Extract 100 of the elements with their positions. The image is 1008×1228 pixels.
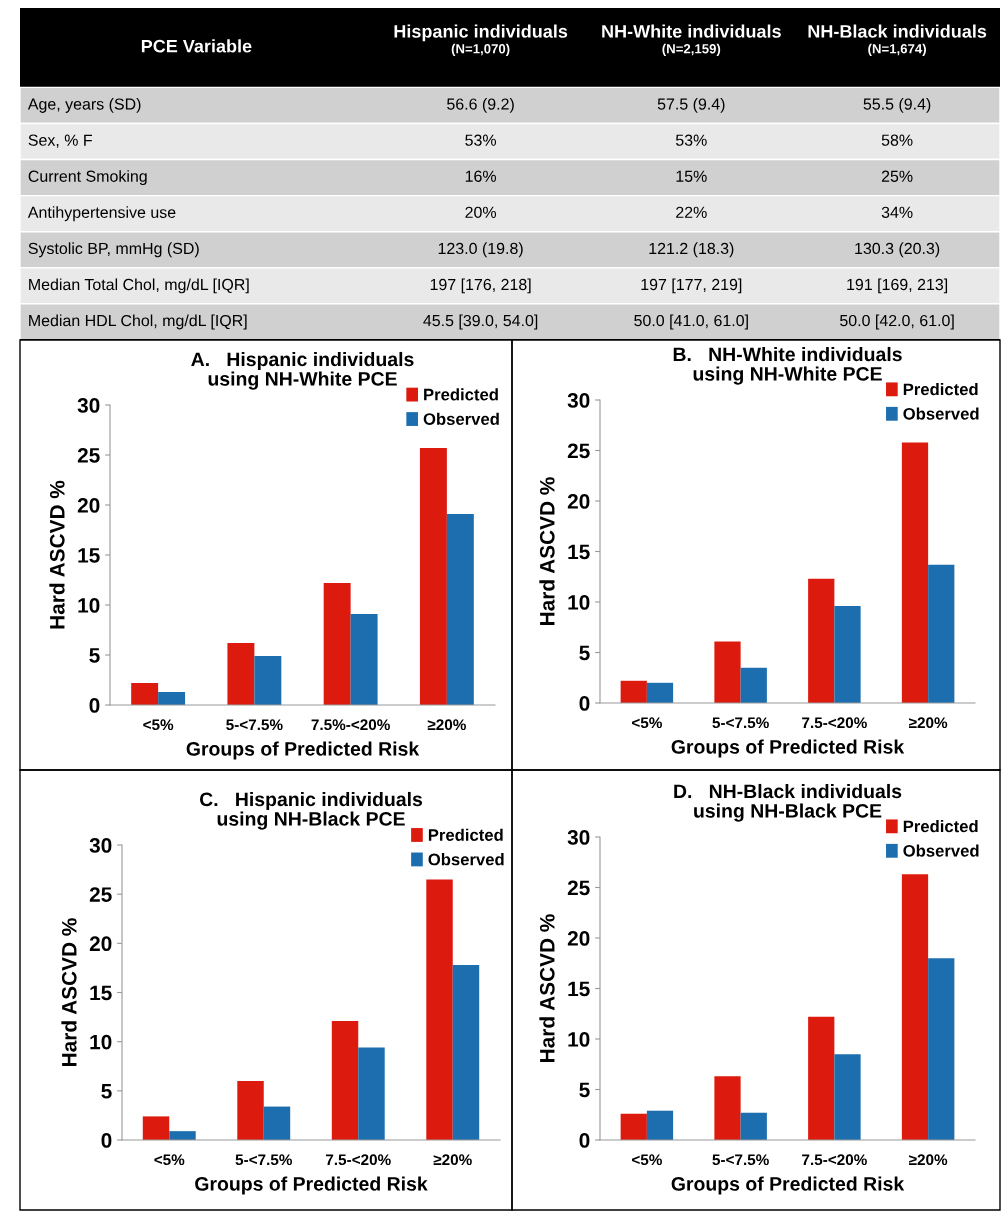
y-tick-label: 0	[89, 698, 100, 713]
x-axis-title: Groups of Predicted Risk	[671, 739, 905, 758]
x-tick-label: <5%	[143, 719, 174, 731]
y-axis-title: Hard ASCVD %	[61, 918, 77, 1066]
y-tick-label: 30	[567, 830, 590, 845]
bar	[808, 1016, 835, 1140]
category-label: Hispanic individuals (N=1,070)	[394, 24, 568, 57]
bar	[928, 564, 955, 703]
bar	[323, 583, 351, 705]
x-tick-label: 7.5-<20%	[325, 1154, 391, 1166]
y-tick-label: 5	[579, 1082, 590, 1098]
x-axis-title: Groups of Predicted Risk	[195, 1176, 428, 1195]
chart-title: D. NH-Black individuals using NH-Black PCE	[674, 783, 902, 822]
bar	[620, 680, 647, 703]
bar	[169, 1131, 196, 1140]
chart-title: B. NH-White individuals using NH-White PCE	[673, 346, 902, 385]
x-axis-title: Groups of Predicted Risk	[186, 741, 420, 760]
bar	[901, 874, 929, 1140]
bar	[254, 656, 282, 705]
text: 45.5 [39.0, 54.0]	[423, 314, 538, 330]
y-tick-label: 0	[579, 1133, 590, 1148]
legend-label: Observed	[428, 853, 504, 866]
bar	[350, 614, 378, 705]
y-tick-label: 0	[101, 1133, 112, 1148]
x-tick-label: 7.5-<20%	[802, 1154, 867, 1166]
y-axis-title: Hard ASCVD %	[49, 480, 65, 629]
category-label: Median Total Chol, mg/dL [IQR]	[29, 278, 249, 294]
bar	[419, 448, 447, 705]
bar	[358, 1047, 385, 1140]
y-tick-label: 20	[567, 931, 590, 946]
category-label: NH-White individuals (N=2,159)	[602, 24, 781, 57]
text: 22%	[676, 206, 707, 218]
chart-title: C. Hispanic individuals using NH-Black PCE	[199, 791, 423, 830]
bar	[714, 1076, 741, 1140]
y-tick-label: 10	[568, 1032, 590, 1047]
x-tick-label: <5%	[632, 1154, 662, 1166]
text: 53%	[465, 134, 497, 146]
text: 197 [177, 219]	[641, 278, 742, 294]
x-tick-label: 5-<7.5%	[712, 1154, 769, 1166]
text: 130.3 (20.3)	[855, 242, 940, 258]
y-axis-title: Hard ASCVD %	[539, 914, 555, 1062]
category-label: Median HDL Chol, mg/dL [IQR]	[29, 314, 247, 330]
legend-label: Predicted	[903, 820, 978, 833]
y-tick-label: 25	[567, 880, 590, 896]
y-tick-label: 20	[77, 498, 100, 513]
x-tick-label: ≥20%	[427, 719, 466, 731]
y-tick-label: 5	[89, 648, 100, 663]
text: PCE Variable	[141, 39, 252, 53]
x-tick-label: 7.5-<20%	[802, 717, 867, 729]
bar	[834, 606, 861, 703]
x-tick-label: 7.5%-<20%	[311, 719, 390, 731]
bar	[901, 442, 929, 703]
y-tick-label: 30	[567, 393, 590, 408]
legend-label: Observed	[903, 407, 979, 420]
bar	[834, 1054, 861, 1140]
y-tick-label: 10	[78, 598, 100, 613]
y-tick-label: 15	[568, 544, 590, 560]
chart-title: A. Hispanic individuals using NH-White PCE	[191, 351, 414, 390]
bar	[158, 692, 186, 705]
text: 191 [169, 213]	[847, 278, 948, 294]
text: 50.0 [41.0, 61.0]	[634, 314, 748, 330]
category-label: Systolic BP, mmHg (SD)	[28, 242, 199, 258]
y-tick-label: 0	[579, 696, 590, 711]
y-tick-label: 25	[567, 443, 590, 459]
y-tick-label: 10	[90, 1034, 112, 1050]
legend-label: Predicted	[428, 828, 503, 841]
y-tick-label: 30	[77, 398, 100, 413]
text: 50.0 [42.0, 61.0]	[840, 314, 954, 330]
text: 197 [176, 218]	[430, 278, 531, 294]
bar	[452, 964, 480, 1140]
category-label: NH-Black individuals (N=1,674)	[808, 24, 987, 57]
x-tick-label: ≥20%	[909, 717, 948, 729]
y-tick-label: 15	[78, 548, 100, 563]
bar	[237, 1081, 264, 1140]
bar	[263, 1106, 291, 1140]
text: 53%	[675, 134, 707, 146]
bar	[740, 667, 767, 703]
x-tick-label: ≥20%	[433, 1154, 472, 1166]
bar	[131, 683, 159, 705]
y-tick-label: 30	[89, 838, 112, 853]
text: 15%	[676, 170, 707, 182]
x-tick-label: <5%	[154, 1154, 185, 1166]
text: 56.6 (9.2)	[447, 97, 514, 113]
x-tick-label: 5-<7.5%	[235, 1154, 293, 1166]
bar	[142, 1116, 170, 1140]
y-tick-label: 10	[568, 595, 590, 610]
legend-label: Predicted	[903, 383, 978, 396]
y-tick-label: 20	[567, 494, 590, 509]
x-tick-label: 5-<7.5%	[226, 719, 283, 731]
y-tick-label: 15	[568, 981, 590, 997]
bar	[808, 578, 835, 703]
bar	[331, 1021, 359, 1140]
bar	[928, 958, 955, 1140]
text: 16%	[465, 170, 497, 182]
bar	[646, 1110, 674, 1140]
legend-label: Predicted	[424, 388, 498, 401]
y-tick-label: 25	[77, 448, 100, 463]
y-tick-label: 20	[89, 936, 112, 952]
bar	[227, 643, 255, 705]
text: 123.0 (19.8)	[438, 242, 523, 258]
